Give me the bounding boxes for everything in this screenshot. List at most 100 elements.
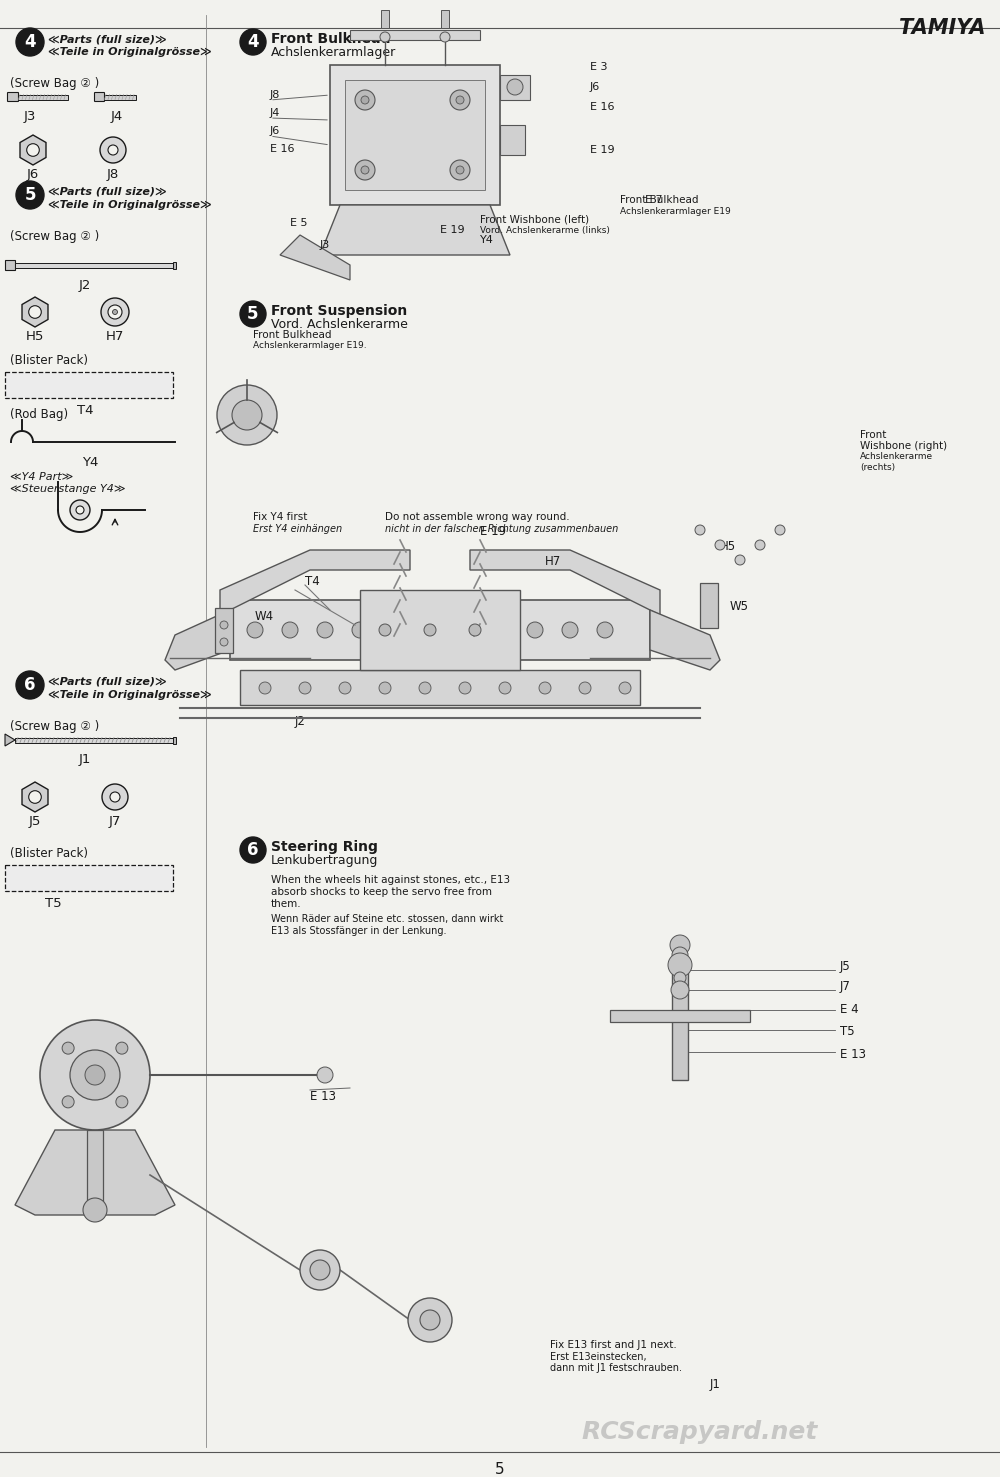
Circle shape bbox=[469, 623, 481, 637]
Circle shape bbox=[695, 524, 705, 535]
Text: J3: J3 bbox=[24, 109, 36, 123]
Text: Vord. Achslenkerarme (links): Vord. Achslenkerarme (links) bbox=[480, 226, 610, 235]
Circle shape bbox=[27, 143, 39, 157]
Circle shape bbox=[108, 304, 122, 319]
Circle shape bbox=[562, 622, 578, 638]
Circle shape bbox=[422, 622, 438, 638]
Text: When the wheels hit against stones, etc., E13: When the wheels hit against stones, etc.… bbox=[271, 874, 510, 885]
Circle shape bbox=[101, 298, 129, 326]
Text: nicht in der falschen Richtung zusammenbauen: nicht in der falschen Richtung zusammenb… bbox=[385, 524, 618, 535]
Bar bbox=[215, 609, 233, 653]
Circle shape bbox=[379, 682, 391, 694]
FancyBboxPatch shape bbox=[8, 93, 18, 102]
Circle shape bbox=[317, 622, 333, 638]
Text: Wishbone (right): Wishbone (right) bbox=[860, 442, 947, 450]
Circle shape bbox=[110, 792, 120, 802]
Bar bbox=[173, 737, 176, 743]
Bar bbox=[5, 866, 173, 891]
Circle shape bbox=[102, 784, 128, 809]
Text: E 19: E 19 bbox=[590, 145, 615, 155]
Text: (Screw Bag ② ): (Screw Bag ② ) bbox=[10, 77, 99, 90]
Circle shape bbox=[29, 790, 41, 803]
Text: (Rod Bag): (Rod Bag) bbox=[10, 408, 68, 421]
Circle shape bbox=[755, 541, 765, 549]
Circle shape bbox=[459, 682, 471, 694]
Polygon shape bbox=[15, 1130, 175, 1216]
FancyBboxPatch shape bbox=[94, 93, 104, 102]
Text: W4: W4 bbox=[255, 610, 274, 623]
Circle shape bbox=[240, 837, 266, 863]
Bar bbox=[173, 261, 176, 269]
Text: J2: J2 bbox=[79, 279, 91, 292]
Circle shape bbox=[116, 1096, 128, 1108]
Text: (rechts): (rechts) bbox=[860, 462, 895, 473]
Text: Vord. Achslenkerarme: Vord. Achslenkerarme bbox=[271, 318, 408, 331]
Text: J8: J8 bbox=[270, 90, 280, 100]
Circle shape bbox=[450, 160, 470, 180]
Text: Front Bulkhead: Front Bulkhead bbox=[271, 32, 390, 46]
Circle shape bbox=[16, 671, 44, 699]
Circle shape bbox=[492, 622, 508, 638]
Circle shape bbox=[16, 28, 44, 56]
Circle shape bbox=[579, 682, 591, 694]
Bar bbox=[104, 95, 136, 99]
Circle shape bbox=[670, 935, 690, 956]
Circle shape bbox=[83, 1198, 107, 1221]
Text: ≪Steuerstange Y4≫: ≪Steuerstange Y4≫ bbox=[10, 484, 126, 493]
Text: Achslenkerarmlager E19.: Achslenkerarmlager E19. bbox=[253, 341, 367, 350]
Bar bbox=[18, 95, 68, 99]
Bar bbox=[330, 65, 500, 205]
Bar bbox=[87, 1130, 103, 1210]
Text: Fix Y4 first: Fix Y4 first bbox=[253, 513, 307, 521]
Text: H7: H7 bbox=[106, 329, 124, 343]
Text: 4: 4 bbox=[247, 32, 259, 52]
Text: E13 als Stossfänger in der Lenkung.: E13 als Stossfänger in der Lenkung. bbox=[271, 926, 446, 936]
Circle shape bbox=[62, 1043, 74, 1055]
Circle shape bbox=[671, 981, 689, 998]
Text: ≪Teile in Originalgrösse≫: ≪Teile in Originalgrösse≫ bbox=[48, 690, 212, 700]
Text: ≪Parts (full size)≫: ≪Parts (full size)≫ bbox=[48, 188, 167, 196]
Text: J4: J4 bbox=[270, 108, 280, 118]
Text: E 3: E 3 bbox=[590, 62, 608, 72]
Text: RCScrapyard.net: RCScrapyard.net bbox=[582, 1419, 818, 1445]
Circle shape bbox=[355, 90, 375, 109]
Polygon shape bbox=[320, 205, 510, 256]
Text: Lenkubertragung: Lenkubertragung bbox=[271, 854, 378, 867]
Circle shape bbox=[40, 1021, 150, 1130]
Circle shape bbox=[457, 622, 473, 638]
Text: Achslenkerarme: Achslenkerarme bbox=[860, 452, 933, 461]
Circle shape bbox=[247, 622, 263, 638]
Circle shape bbox=[108, 145, 118, 155]
Text: Do not assemble wrong way round.: Do not assemble wrong way round. bbox=[385, 513, 570, 521]
Polygon shape bbox=[220, 549, 410, 614]
Text: Wenn Räder auf Steine etc. stossen, dann wirkt: Wenn Räder auf Steine etc. stossen, dann… bbox=[271, 914, 503, 925]
Text: E 16: E 16 bbox=[270, 143, 294, 154]
Circle shape bbox=[450, 90, 470, 109]
Text: 5: 5 bbox=[247, 304, 259, 323]
Bar bbox=[345, 80, 485, 191]
Bar bbox=[500, 75, 530, 100]
Text: (Screw Bag ② ): (Screw Bag ② ) bbox=[10, 230, 99, 244]
Polygon shape bbox=[280, 235, 350, 281]
Circle shape bbox=[317, 1066, 333, 1083]
Text: Front Bulkhead: Front Bulkhead bbox=[620, 195, 698, 205]
Bar bbox=[230, 600, 650, 660]
Text: J4: J4 bbox=[111, 109, 123, 123]
Bar bbox=[240, 671, 640, 705]
Text: 4: 4 bbox=[24, 32, 36, 52]
Text: ≪Parts (full size)≫: ≪Parts (full size)≫ bbox=[48, 34, 167, 44]
Circle shape bbox=[440, 32, 450, 41]
Polygon shape bbox=[22, 781, 48, 812]
Text: J8: J8 bbox=[107, 168, 119, 182]
Text: J6: J6 bbox=[27, 168, 39, 182]
Text: Front: Front bbox=[860, 430, 886, 440]
Text: Y4: Y4 bbox=[480, 235, 494, 245]
Circle shape bbox=[380, 32, 390, 41]
Circle shape bbox=[300, 1250, 340, 1289]
Text: J6: J6 bbox=[590, 83, 600, 92]
Text: ≪Parts (full size)≫: ≪Parts (full size)≫ bbox=[48, 676, 167, 687]
Circle shape bbox=[355, 160, 375, 180]
Text: Achslenkerarmlager E19: Achslenkerarmlager E19 bbox=[620, 207, 731, 216]
Text: E 7: E 7 bbox=[645, 195, 663, 205]
Text: ≪Teile in Originalgrösse≫: ≪Teile in Originalgrösse≫ bbox=[48, 47, 212, 58]
